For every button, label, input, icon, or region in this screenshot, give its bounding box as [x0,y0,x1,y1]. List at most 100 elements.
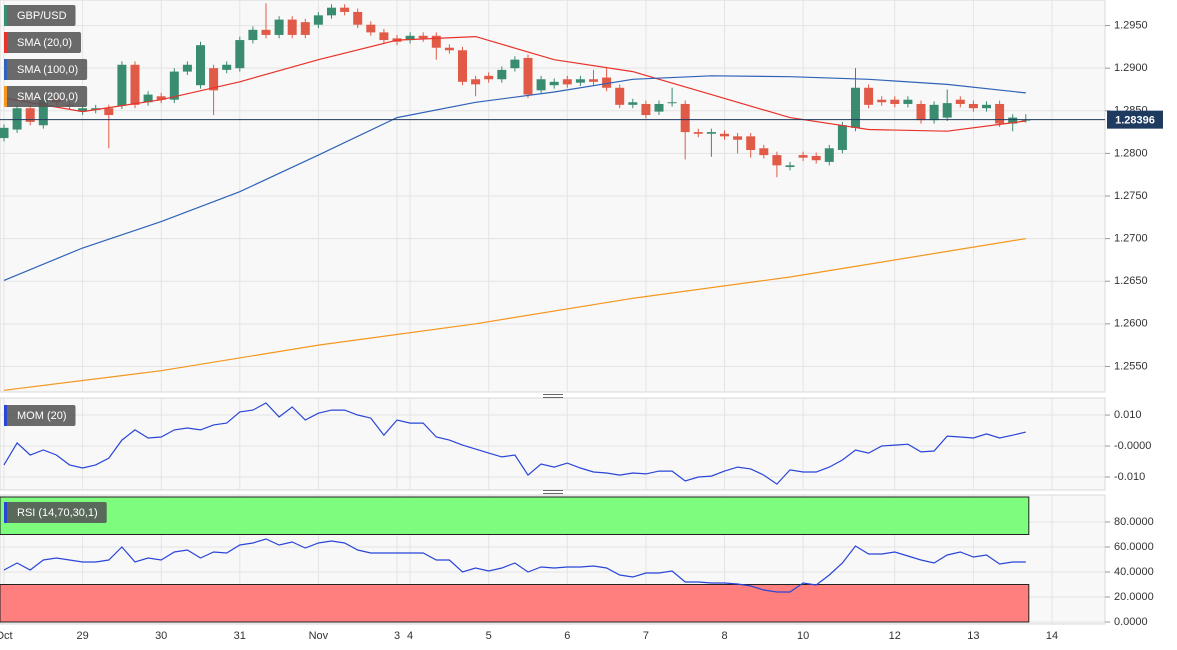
pane-divider-handle[interactable] [543,490,563,494]
candle-body [562,79,572,85]
candle-body [995,103,1005,124]
x-tick-label: Oct [0,630,13,642]
candle-body [942,103,952,118]
x-tick-label: 7 [643,630,649,642]
candle-body [418,35,428,39]
legend-item: SMA (20,0) [4,32,82,53]
legend-swatch [4,405,7,426]
candle-body [287,19,297,35]
candle-body [811,155,821,161]
candle-body [431,35,441,48]
legend-box [4,59,88,80]
candle-body [510,59,520,69]
x-tick-label: Nov [309,630,329,642]
candle-body [484,75,494,80]
x-tick-label: 6 [564,630,570,642]
candle-body [117,64,127,106]
candle-body [641,103,651,116]
sma-line [3,75,1026,281]
candle-body [706,132,716,134]
candle-body [536,79,546,91]
candle-body [104,108,114,116]
x-tick-label: 8 [721,630,727,642]
candle-body [1008,117,1018,124]
candle-body [209,68,219,91]
candle-body [353,11,363,25]
candle-body [667,102,677,104]
candle-body [982,104,991,109]
candle-body [12,108,22,130]
candle-body [340,7,350,12]
candle-body [169,71,179,100]
legend-box [4,5,76,26]
legend-swatch [4,59,7,80]
candle-body [877,99,887,103]
y-tick-label: -0.010 [1114,471,1145,483]
x-tick-label: 30 [155,630,167,642]
legend-swatch [4,5,7,26]
candle-body [549,81,559,86]
sma-line [3,238,1026,391]
candle-body [444,47,454,51]
legend-item: SMA (200,0) [4,86,88,107]
candle-body [38,99,48,126]
candle-body [222,64,232,70]
x-tick-label: 29 [76,630,88,642]
x-tick-label: 4 [407,630,413,642]
candle-body [654,103,664,112]
y-tick-label: 1.2950 [1114,19,1148,31]
legend-label: GBP/USD [17,10,67,22]
y-tick-label: 0.0000 [1114,616,1148,628]
indicator-line [3,538,1026,593]
legend-box [4,32,82,53]
candle-body [772,155,782,166]
sma-line [3,35,1026,132]
y-tick-label: 80.0000 [1114,516,1154,528]
candle-body [890,99,900,104]
candle-body [955,99,965,104]
candle-body [929,104,939,121]
x-tick-label: 12 [889,630,901,642]
candle-body [25,108,35,122]
candle-body [589,79,598,82]
candle-body [864,87,874,105]
candle-body [785,165,795,168]
y-tick-label: 1.2700 [1114,233,1148,245]
candle-body [471,79,481,85]
legend-item: GBP/USD [4,5,76,26]
candle-body [182,64,192,72]
rsi-zone [0,584,1030,623]
candle-body [405,35,415,41]
candle-body [313,15,323,25]
candle-body [458,50,467,82]
y-tick-label: 0.010 [1114,409,1142,421]
x-tick-label: 5 [486,630,492,642]
y-tick-label: 1.2650 [1114,275,1148,287]
y-tick-label: 1.2750 [1114,190,1148,202]
candle-body [143,94,153,103]
pane-divider-handle[interactable] [543,394,563,398]
candle-body [693,132,703,134]
last-price-box [1107,110,1163,129]
candle-body [300,22,310,35]
candle-body [523,57,533,95]
x-tick-label: 3 [394,630,400,642]
candle-body [130,64,140,105]
legend-item: RSI (14,70,30,1) [4,502,107,523]
y-tick-label: 1.2600 [1114,318,1148,330]
candle-body [78,108,88,112]
y-tick-label: 1.2800 [1114,147,1148,159]
candle-body [196,45,205,86]
legend-box [4,86,88,107]
candle-body [837,125,847,150]
x-tick-label: 31 [234,630,246,642]
legend-label: RSI (14,70,30,1) [17,507,98,519]
legend-label: MOM (20) [17,410,67,422]
y-tick-label: 1.2550 [1114,360,1148,372]
legend-item: MOM (20) [4,405,76,426]
legend-label: SMA (200,0) [17,91,78,103]
rsi-zone [0,496,1030,535]
candle-body [824,148,834,162]
